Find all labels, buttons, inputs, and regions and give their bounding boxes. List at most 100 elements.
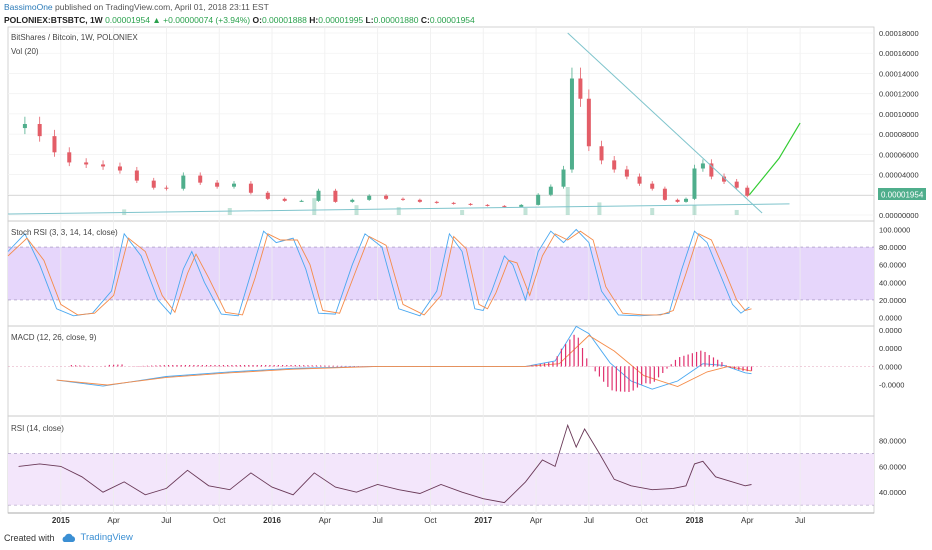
candle-body xyxy=(215,182,220,187)
change-arrow-icon: ▲ xyxy=(152,14,161,25)
y-axis-labels: 0.000000000.000020000.000040000.00006000… xyxy=(879,29,919,497)
y-tick-label: 40.0000 xyxy=(879,488,906,497)
x-tick-label: Jul xyxy=(584,516,594,525)
y-tick-label: 60.0000 xyxy=(879,261,906,270)
tradingview-brand[interactable]: TradingView xyxy=(80,532,133,543)
candle-body xyxy=(519,204,524,207)
candle-body xyxy=(67,152,72,163)
candle-body xyxy=(101,164,106,167)
y-tick-label: 0.00014000 xyxy=(879,69,919,78)
close-value: 0.00001954 xyxy=(429,14,475,25)
y-tick-label: 0.0000 xyxy=(879,344,902,353)
macd-pane-title: MACD (12, 26, close, 9) xyxy=(11,333,97,342)
candle-body xyxy=(117,166,122,171)
candle-body xyxy=(417,199,422,202)
x-tick-label: Jul xyxy=(795,516,805,525)
rsi-pane-title: RSI (14, close) xyxy=(11,424,64,433)
indicator-line xyxy=(7,230,752,316)
low-value: 0.00001880 xyxy=(373,14,419,25)
x-tick-label: 2017 xyxy=(474,516,492,525)
y-tick-label: 0.00018000 xyxy=(879,29,919,38)
y-tick-label: 0.00016000 xyxy=(879,49,919,58)
candle-body xyxy=(734,181,739,188)
indicator-line xyxy=(18,423,752,504)
y-tick-label: 80.0000 xyxy=(879,243,906,252)
pane-frame xyxy=(7,325,875,417)
candle-body xyxy=(299,200,304,202)
x-tick-label: Jul xyxy=(373,516,383,525)
chart-header: BassimoOne published on TradingView.com,… xyxy=(4,1,928,27)
projection-path xyxy=(748,122,801,196)
candle-body xyxy=(650,183,655,189)
candle-body xyxy=(468,203,473,205)
candle-body xyxy=(282,198,287,201)
created-with-label: Created with xyxy=(4,532,55,543)
y-tick-label: 0.00012000 xyxy=(879,90,919,99)
y-tick-label: 40.0000 xyxy=(879,278,906,287)
x-axis-labels: 2015 Apr Jul Oct 2016 Apr Jul Oct 2017 Apr Jul Oct 2… xyxy=(52,516,805,525)
y-tick-label: 0.00000000 xyxy=(879,211,919,220)
trendline-down xyxy=(567,32,763,214)
price-value: 0.00001954 xyxy=(105,14,150,25)
y-tick-label: 0.00004000 xyxy=(879,171,919,180)
x-tick-label: 2018 xyxy=(686,516,704,525)
candle-body xyxy=(709,163,714,177)
candle-body xyxy=(745,187,750,196)
ohlc-line: POLONIEX:BTSBTC, 1W 0.00001954 ▲ +0.0000… xyxy=(4,14,928,27)
candle-body xyxy=(502,205,507,207)
candle-body xyxy=(316,190,321,201)
price-badge-bg xyxy=(878,188,926,200)
candle-body xyxy=(434,201,439,203)
y-tick-label: 0.00008000 xyxy=(879,130,919,139)
author-link[interactable]: BassimoOne xyxy=(4,2,53,12)
candle-body xyxy=(586,98,591,147)
high-label: H: xyxy=(309,14,319,25)
y-tick-label: 20.0000 xyxy=(879,296,906,305)
y-tick-label: 80.0000 xyxy=(879,437,906,446)
indicator-lines xyxy=(7,32,801,504)
symbol-label: POLONIEX:BTSBTC, 1W xyxy=(4,14,103,25)
candle-body xyxy=(164,187,169,189)
x-tick-label: Apr xyxy=(107,516,120,525)
x-tick-label: Oct xyxy=(635,516,648,525)
y-tick-label: -0.0000 xyxy=(879,381,904,390)
candle-body xyxy=(232,183,237,187)
x-tick-label: Oct xyxy=(424,516,437,525)
price-badge-text: 0.00001954 xyxy=(881,191,924,200)
y-tick-label: 60.0000 xyxy=(879,462,906,471)
candle-body xyxy=(198,175,203,183)
candle-body xyxy=(675,199,680,202)
volume-bar xyxy=(523,208,528,215)
x-tick-label: 2016 xyxy=(263,516,281,525)
indicator-line xyxy=(7,228,750,317)
candle-body xyxy=(485,204,490,206)
close-label: C: xyxy=(420,14,430,25)
last-price-badge: 0.00001954 xyxy=(878,188,926,200)
candle-body xyxy=(692,168,697,199)
candle-body xyxy=(181,175,186,189)
candle-body xyxy=(561,169,566,187)
volume-bar xyxy=(460,209,465,215)
volume-bar xyxy=(597,202,602,215)
low-label: L: xyxy=(365,14,374,25)
candle-body xyxy=(22,124,27,129)
y-tick-label: 0.00010000 xyxy=(879,110,919,119)
open-value: 0.00001888 xyxy=(261,14,307,25)
candle-body xyxy=(52,136,57,153)
x-tick-label: Oct xyxy=(213,516,226,525)
volume-bar xyxy=(396,207,401,215)
indicator-band xyxy=(8,453,874,506)
volume-bar xyxy=(312,198,317,215)
candle-body xyxy=(578,78,583,99)
x-tick-label: Apr xyxy=(319,516,332,525)
candle-body xyxy=(700,163,705,169)
candle-body xyxy=(662,188,667,200)
candle-body xyxy=(134,170,139,181)
cloud-icon xyxy=(62,533,75,542)
indicator-line xyxy=(56,334,752,387)
x-tick-label: Apr xyxy=(530,516,543,525)
y-tick-label: 0.0000 xyxy=(879,326,902,335)
volume-bar xyxy=(354,205,359,215)
candle-body xyxy=(637,176,642,184)
